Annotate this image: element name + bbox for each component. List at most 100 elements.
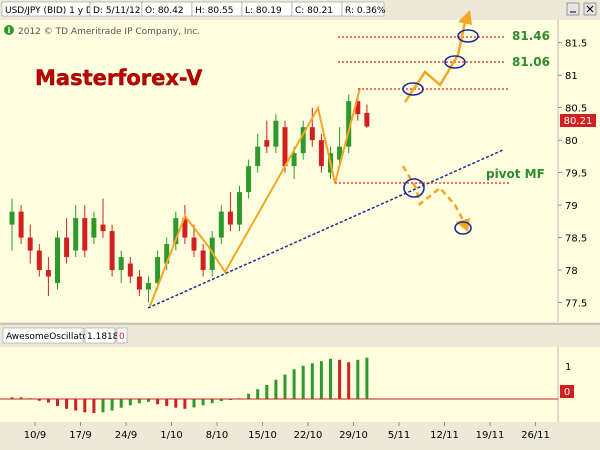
candle bbox=[255, 133, 261, 173]
time-tick-label: 12/11 bbox=[430, 430, 459, 441]
oscillator-bar bbox=[210, 399, 214, 404]
candle-body bbox=[173, 218, 179, 245]
bearish-path bbox=[401, 165, 465, 221]
candle bbox=[227, 192, 233, 232]
oscillator-bar bbox=[10, 397, 14, 399]
candle bbox=[82, 205, 88, 258]
change-text: R: 0.36% bbox=[345, 6, 386, 16]
brand-watermark: Masterforex-V bbox=[35, 66, 203, 90]
price-panel bbox=[0, 20, 558, 322]
level-81-46-label: 81.46 bbox=[512, 29, 550, 43]
price-tick-label: 77.5 bbox=[565, 299, 587, 310]
price-tick-label: 81 bbox=[565, 71, 578, 82]
oscillator-bar bbox=[165, 399, 169, 406]
oscillator-bar bbox=[46, 399, 50, 403]
time-tick-label: 10/9 bbox=[24, 430, 46, 441]
candle bbox=[64, 218, 70, 264]
candle bbox=[73, 205, 79, 258]
candle bbox=[337, 127, 343, 167]
oscillator-bar bbox=[356, 359, 360, 399]
candle bbox=[346, 94, 352, 154]
candle-body bbox=[318, 140, 324, 167]
close-text: C: 80.21 bbox=[295, 6, 333, 16]
candle-body bbox=[164, 244, 170, 264]
oscillator-bar bbox=[329, 358, 332, 399]
price-tick-label: 79.5 bbox=[565, 169, 587, 180]
current-price-tag bbox=[560, 114, 596, 127]
candle bbox=[155, 250, 161, 290]
candle bbox=[218, 205, 224, 245]
panel-divider[interactable] bbox=[0, 323, 600, 325]
time-tick-label: 22/10 bbox=[294, 430, 323, 441]
candle-body bbox=[300, 127, 306, 154]
info-icon-glyph: i bbox=[8, 26, 11, 35]
target-circle-3 bbox=[457, 29, 479, 43]
low-text: L: 80.19 bbox=[245, 6, 282, 16]
candle bbox=[273, 114, 279, 154]
candle bbox=[364, 104, 370, 128]
candle bbox=[246, 159, 252, 199]
candle-body bbox=[136, 276, 142, 290]
oscillator-name-cell[interactable] bbox=[2, 327, 84, 344]
candle-body bbox=[227, 211, 233, 225]
oscillator-bar bbox=[247, 393, 251, 399]
pivot-label: pivot MF bbox=[486, 167, 545, 181]
candle-body bbox=[91, 218, 97, 238]
candle bbox=[173, 211, 179, 251]
oscillator-bar bbox=[74, 399, 78, 411]
candle-body bbox=[9, 211, 15, 225]
oscillator-bar bbox=[19, 397, 23, 399]
target-circle-1 bbox=[402, 82, 424, 96]
pivot-circle bbox=[403, 178, 425, 198]
candle-body bbox=[337, 146, 343, 160]
candle-body bbox=[118, 257, 124, 271]
oscillator-zero-label: 0 bbox=[564, 387, 570, 398]
oscillator-name: AwesomeOscillator bbox=[6, 332, 92, 342]
oscillator-bar bbox=[147, 399, 150, 402]
oscillator-bar bbox=[219, 399, 223, 402]
candle-body bbox=[146, 283, 151, 290]
candle-body bbox=[27, 237, 33, 251]
candle bbox=[18, 205, 24, 245]
oscillator-bar bbox=[110, 399, 114, 411]
candle bbox=[55, 231, 60, 290]
candle-body bbox=[364, 112, 370, 127]
oscillator-bar bbox=[101, 399, 105, 413]
time-tick-label: 29/10 bbox=[339, 430, 368, 441]
candle bbox=[191, 224, 197, 258]
oscillator-bar bbox=[365, 357, 369, 399]
oscillator-bar bbox=[319, 361, 323, 399]
time-tick-label: 19/11 bbox=[476, 430, 505, 441]
price-tick-label: 78 bbox=[565, 266, 578, 277]
date-text: D: 5/11/12 bbox=[93, 6, 141, 16]
oscillator-bar bbox=[37, 399, 41, 401]
candle bbox=[182, 205, 188, 245]
oscillator-bar bbox=[256, 389, 260, 399]
oscillator-bars bbox=[10, 357, 369, 413]
target-circle-2 bbox=[444, 55, 466, 69]
candle-body bbox=[182, 218, 188, 238]
candle bbox=[9, 198, 15, 251]
candle-body bbox=[109, 231, 115, 271]
copyright-text: 2012 © TD Ameritrade IP Company, Inc. bbox=[18, 27, 200, 37]
candle-body bbox=[218, 211, 224, 238]
time-tick-label: 8/10 bbox=[206, 430, 228, 441]
candle-body bbox=[309, 127, 315, 141]
bearish-arrow-icon bbox=[456, 218, 470, 232]
candle bbox=[36, 244, 42, 277]
current-price-label: 80.21 bbox=[564, 116, 593, 127]
minimize-button[interactable] bbox=[566, 2, 580, 16]
time-tick-label: 26/11 bbox=[521, 430, 550, 441]
info-icon[interactable] bbox=[4, 25, 14, 35]
candle bbox=[91, 211, 97, 245]
oscillator-bar bbox=[174, 399, 178, 408]
candle bbox=[109, 224, 115, 277]
oscillator-value-cell bbox=[84, 327, 116, 344]
price-tick-label: 79 bbox=[565, 201, 578, 212]
header-cells: USD/JPY (BID) 1 y D D: 5/11/12 O: 80.42 … bbox=[1, 1, 597, 17]
candle-body bbox=[36, 250, 42, 271]
candle-body bbox=[55, 237, 60, 284]
price-tick-label: 81.5 bbox=[565, 39, 587, 50]
oscillator-bar bbox=[265, 385, 269, 399]
